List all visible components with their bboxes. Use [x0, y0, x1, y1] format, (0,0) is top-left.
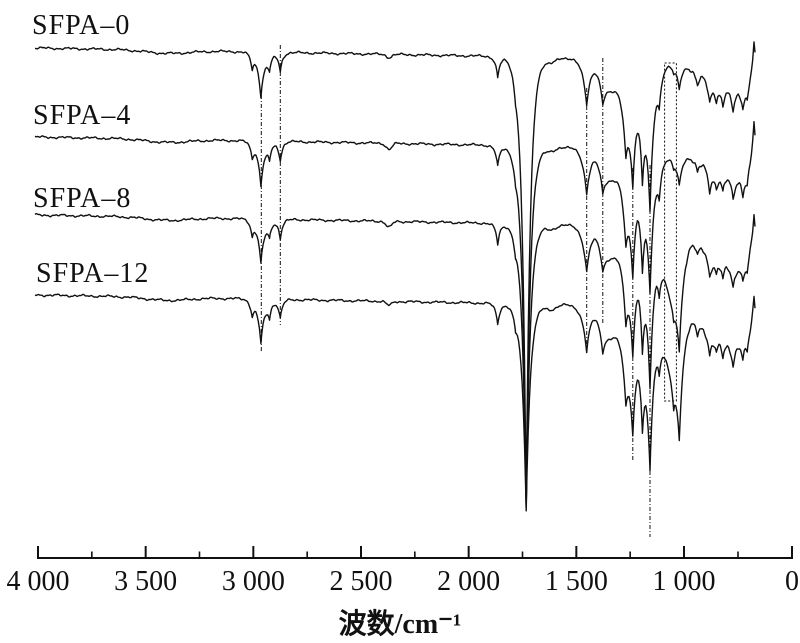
spectrum-curve-SFPA–8	[34, 212, 756, 509]
x-tick-label-3500: 3 500	[114, 566, 178, 597]
x-tick-label-3000: 3 000	[221, 566, 285, 597]
x-tick-label-1000: 1 000	[652, 566, 716, 597]
x-tick-label-0: 0	[785, 566, 799, 597]
x-tick-label-4000: 4 000	[6, 566, 70, 597]
series-label-sfpa-4: SFPA–4	[33, 100, 132, 131]
spectrum-curve-SFPA–0	[34, 41, 756, 508]
x-axis-title: 波数/cm⁻¹	[338, 609, 462, 640]
highlight-box	[664, 62, 677, 402]
spectrum-curve-SFPA–4	[34, 121, 756, 508]
x-tick-label-2000: 2 000	[437, 566, 501, 597]
spectrum-curve-SFPA–12	[34, 293, 756, 512]
series-label-sfpa-12: SFPA–12	[36, 258, 150, 289]
series-label-sfpa-8: SFPA–8	[33, 183, 132, 214]
series-label-sfpa-0: SFPA–0	[32, 10, 131, 41]
x-tick-label-1500: 1 500	[544, 566, 608, 597]
x-tick-label-2500: 2 500	[329, 566, 393, 597]
